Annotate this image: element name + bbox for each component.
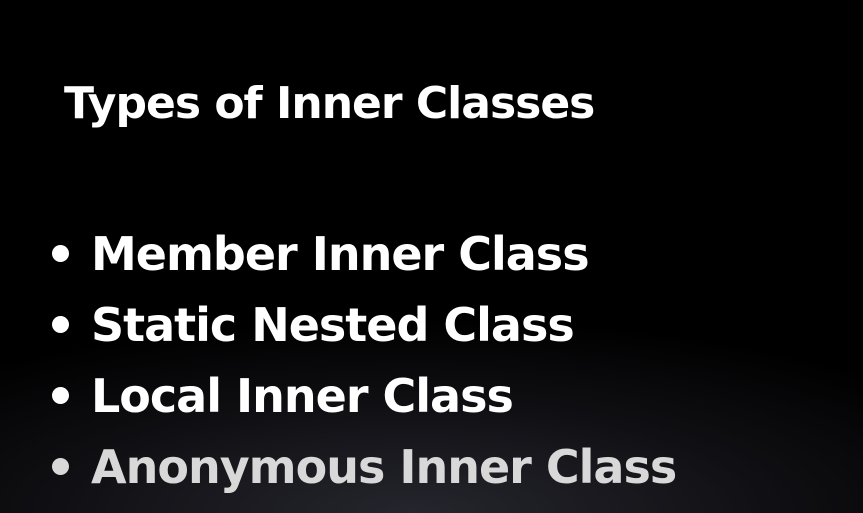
bullet-item-member-inner-class: Member Inner Class <box>0 218 676 289</box>
bullet-text: Member Inner Class <box>91 226 590 281</box>
bullet-item-local-inner-class: Local Inner Class <box>0 360 676 431</box>
bullet-icon <box>52 458 69 475</box>
bullet-item-static-nested-class: Static Nested Class <box>0 289 676 360</box>
bullet-text: Local Inner Class <box>91 368 514 423</box>
slide-title: Types of Inner Classes <box>64 78 595 129</box>
bullet-icon <box>52 245 69 262</box>
bullet-icon <box>52 316 69 333</box>
bullet-item-anonymous-inner-class: Anonymous Inner Class <box>0 431 677 502</box>
bullet-icon <box>52 387 69 404</box>
bullet-list: Member Inner Class Static Nested Class L… <box>0 218 677 502</box>
bullet-text: Static Nested Class <box>91 297 575 352</box>
bullet-text: Anonymous Inner Class <box>91 439 677 494</box>
